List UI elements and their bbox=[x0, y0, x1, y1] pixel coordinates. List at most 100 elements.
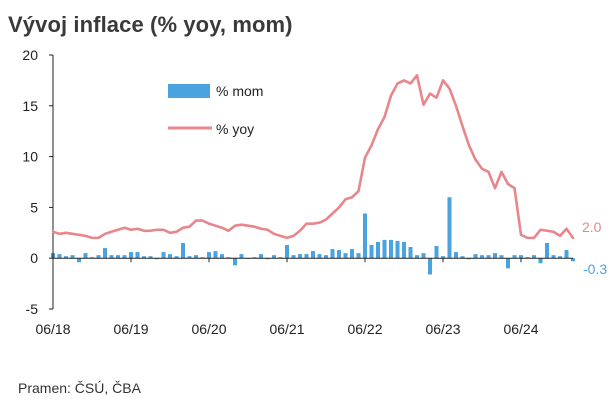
mom-bar bbox=[538, 258, 543, 264]
mom-bar bbox=[304, 254, 309, 259]
mom-bar bbox=[154, 258, 160, 260]
mom-bar bbox=[161, 252, 166, 259]
mom-bar bbox=[174, 256, 179, 259]
mom-bar bbox=[564, 250, 569, 259]
mom-bar bbox=[512, 255, 517, 259]
mom-bar bbox=[284, 244, 290, 259]
x-tick-label: 06/18 bbox=[35, 321, 70, 337]
mom-bar bbox=[128, 252, 134, 259]
mom-bar bbox=[70, 255, 75, 259]
mom-bar bbox=[382, 239, 387, 259]
mom-bar bbox=[551, 255, 556, 259]
mom-bar bbox=[323, 255, 329, 259]
yoy-end-label: 2.0 bbox=[582, 219, 602, 235]
mom-bar bbox=[518, 255, 524, 259]
mom-bar bbox=[122, 255, 127, 259]
mom-bar bbox=[193, 255, 199, 259]
mom-bar bbox=[330, 249, 335, 259]
mom-bar bbox=[343, 253, 348, 259]
mom-bar bbox=[109, 255, 114, 259]
mom-bar bbox=[388, 239, 394, 259]
x-tick-label: 06/20 bbox=[191, 321, 226, 337]
y-tick-label: 10 bbox=[22, 149, 38, 165]
y-tick-label: 5 bbox=[30, 199, 38, 215]
x-tick-label: 06/21 bbox=[269, 321, 304, 337]
mom-bar bbox=[219, 254, 225, 259]
mom-bar bbox=[141, 256, 147, 259]
mom-bar bbox=[369, 244, 374, 259]
yoy-line-group bbox=[51, 74, 575, 240]
mom-bar bbox=[336, 250, 342, 259]
mom-bar bbox=[271, 255, 277, 259]
mom-bar bbox=[310, 251, 316, 259]
mom-bar bbox=[297, 254, 303, 259]
mom-bar bbox=[291, 255, 296, 259]
x-tick-label: 06/24 bbox=[503, 321, 538, 337]
mom-bar bbox=[317, 254, 322, 259]
mom-bar bbox=[499, 255, 504, 259]
y-tick-label: 15 bbox=[22, 98, 38, 114]
mom-bar bbox=[232, 258, 238, 266]
mom-bar bbox=[544, 242, 550, 259]
x-tick-label: 06/19 bbox=[113, 321, 148, 337]
mom-bar bbox=[206, 252, 212, 259]
mom-bar bbox=[96, 255, 101, 259]
mom-bar bbox=[148, 256, 153, 259]
mom-bar bbox=[525, 257, 530, 259]
source-note: Pramen: ČSÚ, ČBA bbox=[18, 380, 141, 396]
x-tick-label: 06/23 bbox=[425, 321, 460, 337]
y-tick-label: 20 bbox=[22, 47, 38, 63]
mom-bar bbox=[187, 256, 192, 259]
mom-bar bbox=[102, 248, 108, 259]
legend-mom-label: % mom bbox=[216, 83, 263, 99]
legend: % mom % yoy bbox=[168, 83, 263, 137]
mom-bar bbox=[57, 254, 62, 259]
y-tick-labels: 20 15 10 5 0 -5 bbox=[22, 47, 38, 317]
mom-bar bbox=[265, 258, 270, 260]
mom-bar bbox=[486, 255, 491, 259]
mom-bar bbox=[473, 254, 478, 259]
mom-bar bbox=[278, 257, 283, 259]
legend-yoy-label: % yoy bbox=[216, 121, 254, 137]
mom-bar bbox=[239, 254, 244, 259]
mom-bar bbox=[492, 253, 498, 259]
y-tick-label: -5 bbox=[26, 301, 39, 317]
mom-bar bbox=[167, 254, 173, 259]
mom-bars bbox=[50, 197, 576, 275]
mom-bar bbox=[226, 257, 231, 259]
mom-bar bbox=[258, 254, 264, 259]
mom-bar bbox=[460, 256, 465, 259]
mom-bar bbox=[252, 257, 257, 259]
mom-bar bbox=[479, 255, 485, 259]
mom-bar bbox=[440, 256, 446, 259]
mom-bar bbox=[421, 253, 426, 259]
mom-bar bbox=[76, 258, 82, 263]
legend-mom-swatch bbox=[168, 84, 210, 98]
x-tick-labels: 06/18 06/19 06/20 06/21 06/22 06/23 06/24 bbox=[35, 321, 538, 337]
mom-bar bbox=[466, 258, 472, 260]
axes bbox=[49, 54, 573, 310]
mom-bar bbox=[434, 246, 439, 259]
mom-bar bbox=[531, 255, 537, 259]
mom-bar bbox=[395, 240, 400, 259]
mom-bar bbox=[505, 258, 511, 269]
mom-bar bbox=[408, 247, 413, 259]
mom-bar bbox=[375, 241, 381, 259]
mom-bar bbox=[557, 256, 563, 259]
mom-bar bbox=[135, 252, 140, 259]
mom-bar bbox=[401, 241, 407, 259]
mom-bar bbox=[427, 258, 433, 275]
mom-bar bbox=[414, 255, 420, 259]
mom-bar bbox=[200, 257, 205, 259]
mom-end-label: -0.3 bbox=[583, 261, 607, 277]
mom-bar bbox=[349, 249, 355, 259]
mom-bar bbox=[115, 255, 121, 259]
mom-bar bbox=[453, 252, 459, 259]
y-tick-label: 0 bbox=[30, 250, 38, 266]
mom-bar bbox=[89, 257, 95, 259]
chart-title: Vývoj inflace (% yoy, mom) bbox=[8, 12, 293, 37]
mom-bar bbox=[447, 197, 452, 259]
x-tick-label: 06/22 bbox=[347, 321, 382, 337]
mom-bar bbox=[63, 256, 69, 259]
